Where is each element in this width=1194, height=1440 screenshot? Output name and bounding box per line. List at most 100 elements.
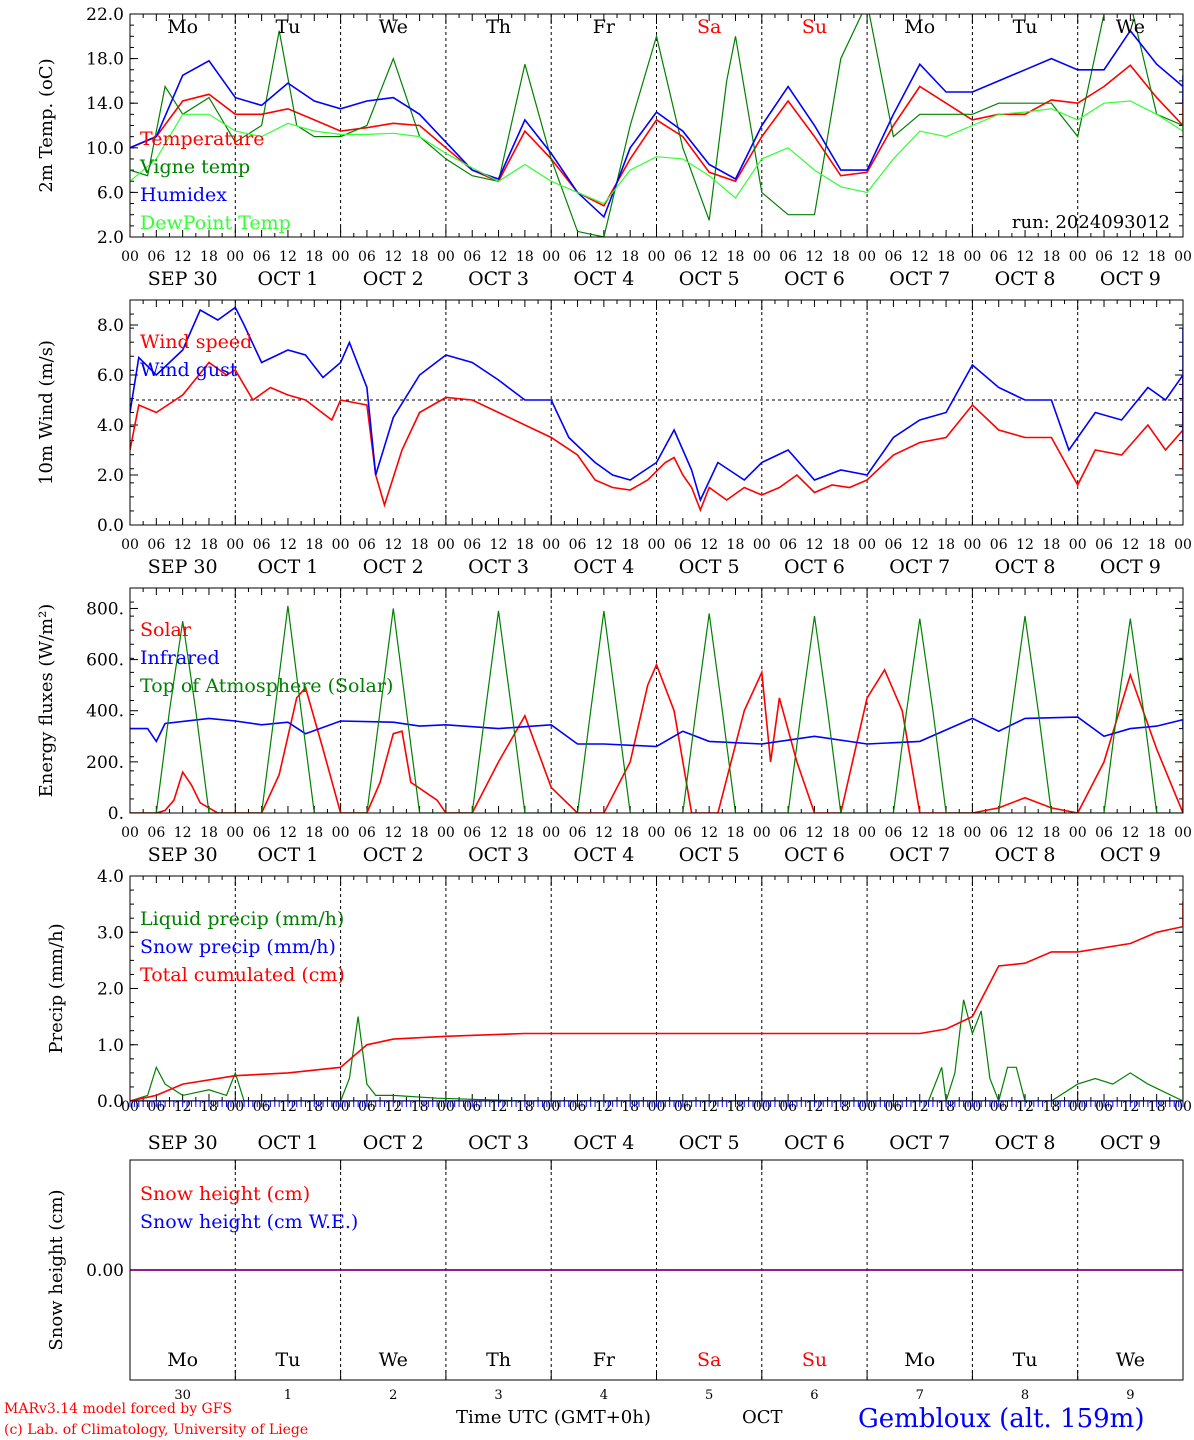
date-label: OCT 2 (363, 556, 424, 578)
hour-label: 12 (1016, 249, 1034, 265)
day-name: We (1116, 16, 1145, 38)
hour-label: 18 (937, 249, 955, 265)
hour-label: 00 (1174, 825, 1192, 841)
hour-label: 00 (437, 825, 455, 841)
hour-label: 18 (305, 537, 323, 553)
y-axis-label: Precip (mm/h) (46, 923, 67, 1053)
day-name: Tu (1013, 16, 1038, 38)
hour-label: 00 (963, 249, 981, 265)
hour-label: 06 (569, 249, 587, 265)
hour-label: 18 (621, 537, 639, 553)
hour-label: 12 (384, 825, 402, 841)
date-label: OCT 9 (1100, 1132, 1161, 1154)
hour-label: 18 (411, 1099, 429, 1115)
hour-label: 00 (542, 537, 560, 553)
hour-label: 06 (358, 825, 376, 841)
hour-label: 06 (779, 537, 797, 553)
legend-entry: DewPoint Temp (140, 212, 291, 234)
hour-label: 12 (174, 1099, 192, 1115)
date-label: OCT 3 (468, 1132, 529, 1154)
y-tick-label: 2.0 (97, 228, 124, 248)
date-label: OCT 7 (889, 1132, 950, 1154)
hour-label: 12 (700, 249, 718, 265)
hour-label: 12 (279, 249, 297, 265)
hour-label: 06 (147, 1099, 165, 1115)
series-line-wind-speed (130, 361, 1183, 513)
date-label: OCT 2 (363, 844, 424, 866)
legend-entry: Vigne temp (139, 156, 250, 178)
date-label: OCT 1 (257, 268, 318, 290)
hour-label: 00 (1069, 825, 1087, 841)
y-tick-label: 3.0 (97, 923, 124, 943)
y-tick-label: 2.0 (97, 466, 124, 486)
hour-label: 00 (963, 537, 981, 553)
date-label: OCT 8 (995, 844, 1056, 866)
date-label: OCT 1 (257, 844, 318, 866)
hour-label: 00 (332, 249, 350, 265)
day-name: We (379, 1349, 408, 1371)
hour-label: 00 (437, 537, 455, 553)
bottom-date-label: 6 (810, 1388, 818, 1403)
hour-label: 18 (727, 1099, 745, 1115)
hour-label: 00 (1174, 1099, 1192, 1115)
series-line-wind-gust (130, 306, 1183, 503)
hour-label: 00 (332, 1099, 350, 1115)
series-line-total-cumulated-cm- (130, 901, 1183, 1101)
hour-label: 06 (253, 249, 271, 265)
date-label: OCT 1 (257, 556, 318, 578)
hour-label: 12 (911, 537, 929, 553)
hour-label: 18 (621, 825, 639, 841)
run-label: run: 2024093012 (1012, 212, 1170, 233)
hour-label: 12 (911, 1099, 929, 1115)
date-label: OCT 8 (995, 556, 1056, 578)
hour-label: 00 (332, 825, 350, 841)
day-name: We (379, 16, 408, 38)
hour-label: 00 (542, 1099, 560, 1115)
hour-label: 12 (279, 537, 297, 553)
series-line-solar (130, 662, 1183, 813)
hour-label: 06 (253, 537, 271, 553)
panel-2: 8.0 6.0 4.0 2.0 0.0 10m Wind (m/s) Wind speed W… (36, 299, 1192, 578)
date-label: OCT 9 (1100, 844, 1161, 866)
footer: MARv3.14 model forced by GFS (c) Lab. of… (4, 1401, 1144, 1438)
credit-line-2: (c) Lab. of Climatology, University of L… (4, 1422, 308, 1438)
hour-label: 00 (121, 537, 139, 553)
hour-label: 18 (1042, 537, 1060, 553)
hour-label: 18 (937, 537, 955, 553)
hour-label: 18 (305, 1099, 323, 1115)
hour-label: 12 (806, 825, 824, 841)
hour-label: 00 (1069, 249, 1087, 265)
series-group (130, 14, 1183, 237)
date-label: OCT 6 (784, 268, 845, 290)
legend-entry: Snow height (cm) (140, 1183, 310, 1205)
hour-label: 18 (1148, 249, 1166, 265)
date-label: OCT 9 (1100, 268, 1161, 290)
hour-label: 18 (937, 825, 955, 841)
date-label: SEP 30 (148, 268, 218, 290)
y-axis-label: 2m Temp. (oC) (36, 58, 57, 192)
y-tick-label: 1.0 (97, 1036, 124, 1056)
date-label: OCT 5 (679, 844, 740, 866)
date-label: OCT 7 (889, 556, 950, 578)
hour-label: 06 (674, 1099, 692, 1115)
day-name: Sa (697, 16, 721, 38)
hour-label: 06 (569, 825, 587, 841)
hour-label: 18 (516, 537, 534, 553)
y-tick-label: 600. (86, 651, 124, 671)
y-tick-label: 0.00 (86, 1261, 124, 1281)
y-tick-label: 0.0 (97, 516, 124, 536)
date-label: OCT 1 (257, 1132, 318, 1154)
hour-label: 12 (384, 537, 402, 553)
y-tick-label: 8.0 (97, 316, 124, 336)
hour-label: 00 (226, 1099, 244, 1115)
hour-label: 00 (858, 537, 876, 553)
panel-1: 22.0 18.0 14.0 10.0 6.0 2.0 2m Temp. (oC) Tempe… (36, 5, 1192, 290)
day-name: We (1116, 1349, 1145, 1371)
date-label: OCT 7 (889, 844, 950, 866)
date-label: OCT 5 (679, 268, 740, 290)
bottom-date-label: 7 (916, 1388, 924, 1403)
hour-label: 12 (911, 249, 929, 265)
hour-label: 06 (1095, 537, 1113, 553)
bottom-date-label: 2 (389, 1388, 397, 1403)
hour-label: 00 (1069, 1099, 1087, 1115)
